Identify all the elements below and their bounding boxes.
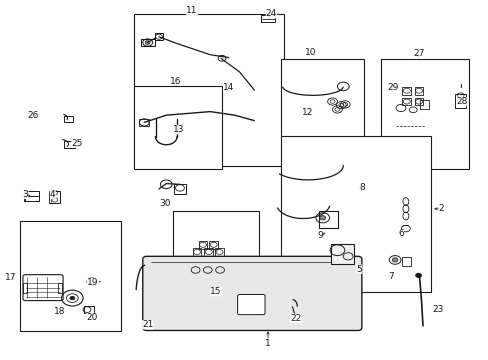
- Bar: [20, 221, 121, 331]
- Circle shape: [391, 258, 397, 262]
- Bar: [172, 211, 259, 286]
- Text: 24: 24: [265, 9, 277, 18]
- Text: 19: 19: [87, 278, 99, 287]
- Text: 6: 6: [397, 230, 403, 239]
- Text: 8: 8: [358, 183, 364, 192]
- Bar: [134, 86, 222, 169]
- Text: 2: 2: [438, 204, 444, 213]
- Text: 26: 26: [27, 111, 39, 120]
- Bar: [281, 59, 364, 137]
- Circle shape: [70, 296, 75, 300]
- Text: 23: 23: [431, 305, 443, 314]
- Text: 5: 5: [356, 265, 362, 274]
- Text: 4: 4: [50, 190, 56, 199]
- Text: 14: 14: [223, 83, 234, 91]
- Text: 16: 16: [170, 77, 182, 85]
- Text: 9: 9: [317, 231, 323, 240]
- FancyBboxPatch shape: [142, 256, 361, 330]
- FancyBboxPatch shape: [237, 294, 264, 315]
- Bar: [134, 14, 283, 166]
- Text: 13: 13: [172, 125, 184, 134]
- Text: 11: 11: [186, 6, 198, 15]
- Text: 29: 29: [386, 83, 398, 91]
- Text: 18: 18: [54, 307, 65, 316]
- Text: 12: 12: [302, 108, 313, 117]
- FancyBboxPatch shape: [330, 244, 353, 264]
- Text: 28: 28: [455, 97, 467, 106]
- Bar: [281, 136, 430, 292]
- Circle shape: [415, 273, 421, 278]
- Text: 7: 7: [387, 272, 393, 281]
- Text: 25: 25: [71, 139, 83, 148]
- Text: 17: 17: [5, 273, 17, 282]
- FancyBboxPatch shape: [23, 275, 63, 301]
- Text: 27: 27: [412, 49, 424, 58]
- Text: 30: 30: [159, 199, 171, 208]
- Bar: [381, 59, 468, 169]
- Text: 1: 1: [264, 338, 270, 348]
- Text: 3: 3: [22, 190, 28, 199]
- Text: 10: 10: [304, 48, 316, 57]
- Text: 22: 22: [289, 314, 301, 323]
- Circle shape: [145, 41, 150, 44]
- Text: 20: 20: [86, 313, 98, 322]
- FancyBboxPatch shape: [173, 184, 185, 194]
- Text: 21: 21: [142, 320, 153, 329]
- Circle shape: [319, 216, 325, 220]
- Text: 15: 15: [210, 287, 222, 296]
